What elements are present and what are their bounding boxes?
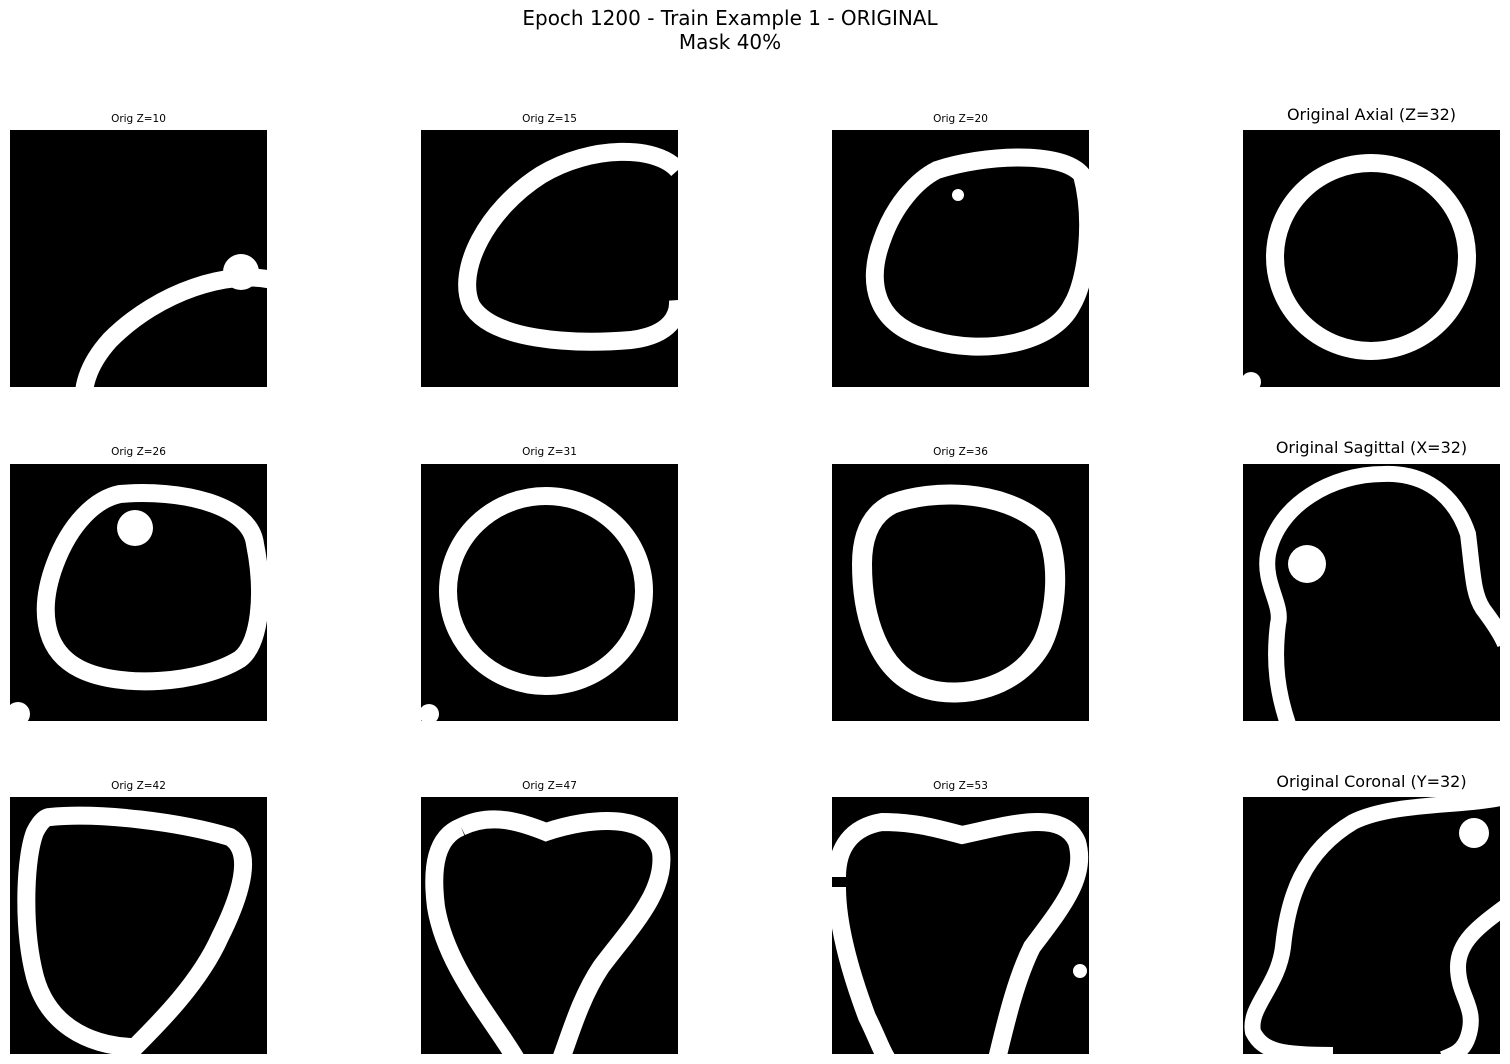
sagittal-view-image [1243, 464, 1500, 721]
slice-image-z42 [10, 797, 267, 1054]
panel-title-z15: Orig Z=15 [522, 113, 577, 125]
figure-title: Epoch 1200 - Train Example 1 - ORIGINAL [522, 6, 938, 30]
panel-title-z36: Orig Z=36 [933, 446, 988, 458]
figure-subtitle: Mask 40% [678, 30, 782, 54]
panel-title-z26: Orig Z=26 [111, 446, 166, 458]
slice-image-z15 [421, 130, 678, 387]
panel-title-z47: Orig Z=47 [522, 780, 577, 792]
slice-image-z26 [10, 464, 267, 721]
slice-image-z10 [10, 130, 267, 387]
coronal-view-image [1243, 797, 1500, 1054]
slice-image-z36 [832, 464, 1089, 721]
axial-view-image [1243, 130, 1500, 387]
slice-image-z47 [421, 797, 678, 1054]
slice-image-z53 [832, 797, 1089, 1054]
slice-image-z20 [832, 130, 1089, 387]
panel-title-z53: Orig Z=53 [933, 780, 988, 792]
panel-title-coronal: Original Coronal (Y=32) [1276, 772, 1467, 791]
panel-title-z20: Orig Z=20 [933, 113, 988, 125]
slice-image-z31 [421, 464, 678, 721]
panel-title-z31: Orig Z=31 [522, 446, 577, 458]
panel-title-z42: Orig Z=42 [111, 780, 166, 792]
panel-title-z10: Orig Z=10 [111, 113, 166, 125]
panel-title-sagittal: Original Sagittal (X=32) [1275, 438, 1468, 457]
panel-title-axial: Original Axial (Z=32) [1286, 105, 1457, 124]
